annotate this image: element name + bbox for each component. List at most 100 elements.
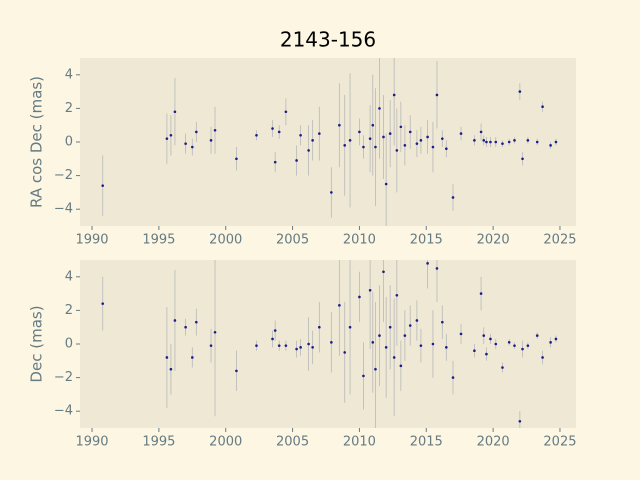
y-tick-label: −2 [54,370,73,385]
data-point [362,374,365,378]
data-point [184,142,187,145]
x-tick-label: 2015 [410,233,443,248]
data-point [273,329,277,332]
data-point [554,337,558,341]
y-tick-label: 0 [65,135,73,150]
data-point [299,346,302,349]
data-point [554,140,558,144]
data-point [384,182,388,186]
data-point [485,140,488,144]
data-point [388,325,392,329]
data-point [426,262,429,265]
data-point [271,127,274,130]
x-tick-label: 1990 [75,435,108,450]
y-tick-label: 2 [65,303,73,318]
data-point [358,295,361,299]
data-point [431,145,435,149]
data-point [165,356,169,359]
data-point [549,144,552,147]
y-tick-label: −2 [54,168,73,183]
x-tick-label: 1995 [142,233,175,248]
data-point [431,342,435,346]
data-point [374,367,377,371]
x-tick-label: 2020 [477,233,510,248]
data-point [521,157,524,161]
y-tick-label: 4 [65,67,73,82]
data-point [348,139,352,142]
data-point [284,344,288,347]
data-point [169,367,173,371]
data-point [307,342,310,346]
data-point [408,324,412,327]
data-point [191,145,194,149]
data-point [307,149,310,152]
y-tick-label: −4 [54,404,73,419]
data-point [173,110,177,114]
data-point [392,356,396,359]
data-point [299,133,302,137]
data-point [415,319,419,322]
data-point [362,145,365,149]
data-point [213,330,217,334]
x-tick-label: 2025 [543,435,576,450]
data-point [169,133,173,137]
data-point [388,132,392,135]
data-point [526,344,530,347]
data-point [273,160,277,164]
data-point [330,341,333,344]
y-tick-label: 4 [65,269,73,284]
data-point [338,304,341,307]
data-point [382,135,385,139]
data-point [173,319,177,322]
x-tick-label: 2020 [477,435,510,450]
data-point [209,344,213,347]
plot-area [80,260,576,428]
data-point [295,159,298,162]
x-tick-label: 1990 [75,233,108,248]
data-point [419,139,423,142]
x-tick-label: 2005 [276,233,309,248]
data-point [374,145,377,149]
data-point [191,356,194,359]
data-point [368,288,372,292]
data-point [489,140,492,144]
y-tick-label: 0 [65,337,73,352]
data-point [101,302,105,305]
data-point [494,140,498,144]
data-point [473,349,476,353]
x-tick-label: 2010 [343,233,376,248]
data-point [459,132,463,135]
data-point [507,341,511,344]
x-tick-label: 2000 [209,233,242,248]
data-point [535,140,539,144]
data-point [392,93,396,97]
data-point [195,130,198,134]
y-tick-label: 2 [65,101,73,116]
data-point [311,139,314,142]
data-point [426,135,429,139]
data-point [441,320,444,324]
data-point [101,184,105,187]
data-point [277,344,281,347]
data-point [399,125,403,129]
data-point [382,270,385,274]
data-point [235,157,238,161]
data-point [343,351,347,354]
data-point [501,366,504,369]
data-point [399,364,403,368]
data-point [513,344,516,347]
data-point [384,346,388,349]
data-point [485,352,488,356]
data-point [338,123,341,127]
data-point [541,356,544,359]
data-point [473,139,476,142]
data-point [451,196,455,199]
data-point [535,334,539,337]
data-point [255,344,258,347]
data-point [184,325,187,329]
data-point [378,334,381,337]
data-point [501,142,504,145]
data-point [343,144,347,147]
data-point [403,334,407,337]
